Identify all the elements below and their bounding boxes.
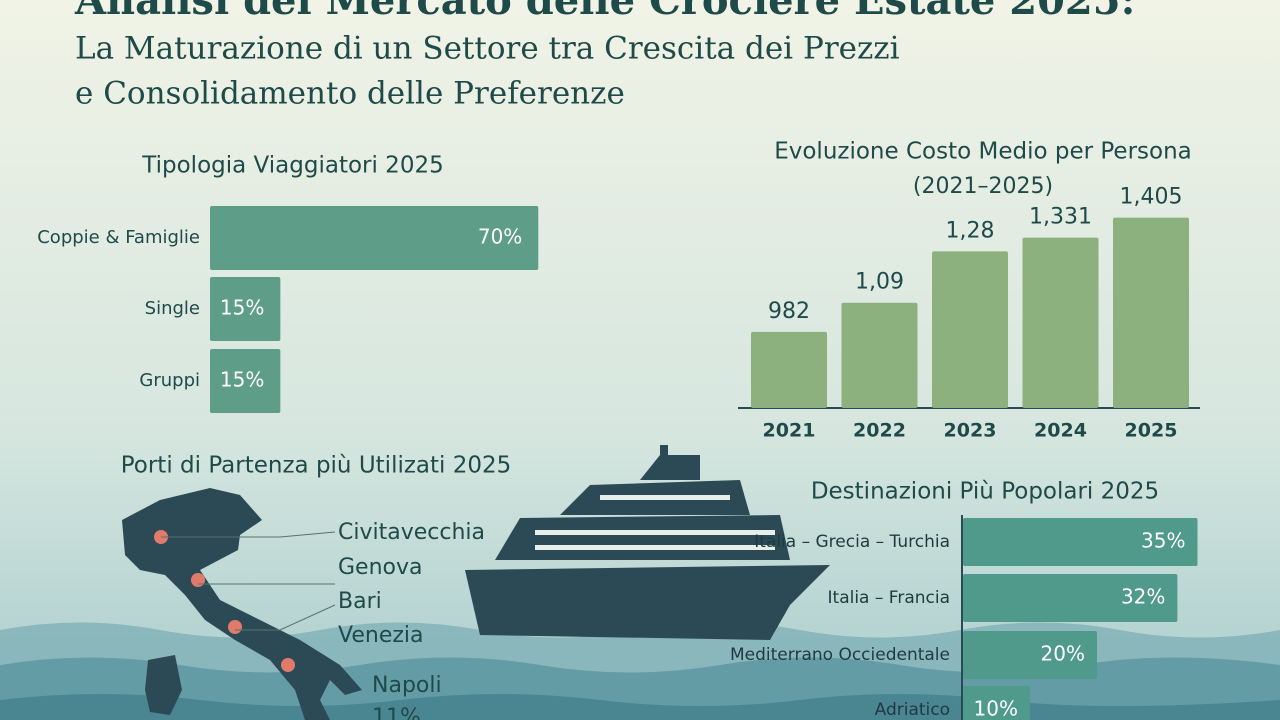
chart-title: Destinazioni Più Popolari 2025 [811, 479, 1159, 505]
hull [465, 565, 830, 640]
ship [465, 445, 830, 640]
sardinia [145, 655, 182, 715]
bar [963, 518, 1198, 566]
port-share: 11% [372, 705, 421, 720]
bar [1113, 217, 1189, 408]
value-label: 1,405 [1120, 185, 1183, 210]
value-label: 35% [1141, 529, 1185, 553]
pin [191, 573, 205, 587]
page-subtitle: La Maturazione di un Settore tra Crescit… [75, 31, 900, 67]
bar [751, 331, 827, 408]
value-label: 15% [220, 296, 264, 320]
page-title: Analisi del Mercato delle Crociere Estat… [74, 0, 1135, 24]
leader [235, 604, 336, 631]
x-tick-label: 2021 [763, 420, 816, 442]
bar [210, 206, 539, 270]
italy-map [122, 488, 362, 720]
pin [228, 620, 242, 634]
port-name: Venezia [338, 623, 424, 648]
category-label: Single [145, 298, 200, 319]
category-label: Adriatico [875, 700, 950, 720]
bar [963, 574, 1178, 622]
bar [963, 686, 1030, 720]
value-label: 1,28 [946, 218, 995, 243]
bar [841, 302, 918, 408]
bar [963, 631, 1097, 679]
section-title: Porti di Partenza più Utilizati 2025 [121, 453, 512, 479]
bar [210, 277, 281, 341]
value-label: 1,331 [1029, 205, 1092, 230]
leader [161, 531, 336, 538]
category-label: Gruppi [139, 370, 200, 391]
leaders [161, 531, 336, 631]
value-label: 70% [478, 225, 522, 249]
port-name: Genova [338, 555, 423, 580]
bar [1022, 237, 1099, 408]
port-name: Civitavecchia [338, 520, 485, 545]
bar [932, 251, 1008, 408]
windows [535, 530, 775, 535]
category-label: Mediterrano Occiedentale [730, 645, 950, 665]
windows [600, 495, 730, 500]
windows [535, 545, 775, 550]
bridge [640, 455, 700, 480]
x-tick-label: 2022 [853, 420, 906, 442]
value-label: 32% [1121, 585, 1165, 609]
pin [281, 658, 295, 672]
category-label: Italia – Grecia – Turchia [754, 532, 950, 552]
x-tick-label: 2024 [1034, 420, 1087, 442]
value-label: 1,09 [855, 270, 904, 295]
chart-title: Tipologia Viaggiatori 2025 [141, 153, 443, 179]
category-label: Coppie & Famiglie [37, 227, 200, 248]
x-tick-label: 2025 [1125, 420, 1178, 442]
x-tick-label: 2023 [944, 420, 997, 442]
deck [495, 515, 790, 560]
chart-subtitle: (2021–2025) [913, 174, 1053, 199]
value-label: 20% [1041, 642, 1085, 666]
port-name: Bari [338, 589, 382, 614]
chart-title: Evoluzione Costo Medio per Persona [774, 139, 1192, 165]
value-label: 15% [220, 368, 264, 392]
bar [210, 349, 281, 413]
page-subtitle: e Consolidamento delle Preferenze [75, 76, 625, 112]
value-label: 10% [974, 697, 1018, 720]
mast [660, 445, 668, 465]
category-label: Italia – Francia [828, 588, 950, 608]
port-name: Napoli [372, 673, 442, 698]
value-label: 982 [768, 299, 810, 324]
